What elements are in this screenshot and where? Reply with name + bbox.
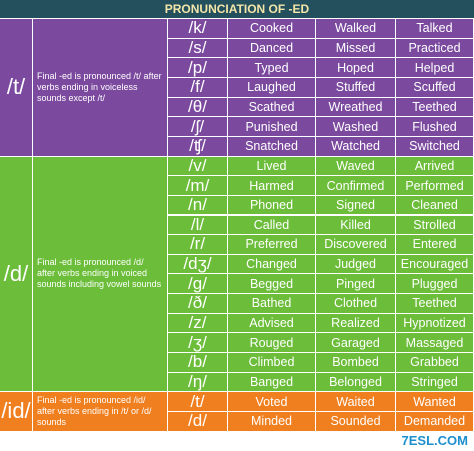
example-verb: Scathed xyxy=(228,97,316,118)
example-verb: Bombed xyxy=(316,353,396,373)
example-verb: Wanted xyxy=(396,392,474,412)
example-verb: Waved xyxy=(316,156,396,177)
example-verb: Flushed xyxy=(396,117,474,137)
sound-symbol: /l/ xyxy=(168,215,228,236)
sound-symbol: /ð/ xyxy=(168,294,228,314)
logo: 7ESL.COM xyxy=(401,433,468,448)
example-verb: Rouged xyxy=(228,333,316,354)
example-verb: Judged xyxy=(316,254,396,275)
sound-symbol: /f/ xyxy=(168,77,228,98)
example-verb: Realized xyxy=(316,313,396,334)
example-verb: Waited xyxy=(316,392,396,412)
example-verb: Massaged xyxy=(396,333,474,354)
example-verb: Confirmed xyxy=(316,176,396,196)
example-verb: Changed xyxy=(228,254,316,275)
example-verb: Plugged xyxy=(396,274,474,295)
example-verb: Climbed xyxy=(228,353,316,373)
example-verb: Belonged xyxy=(316,372,396,393)
sound-symbol: /ʃ/ xyxy=(168,117,228,137)
sound-symbol: /b/ xyxy=(168,353,228,373)
example-verb: Walked xyxy=(316,19,396,39)
example-verb: Pinged xyxy=(316,274,396,295)
sound-symbol: /v/ xyxy=(168,156,228,177)
example-verb: Teethed xyxy=(396,97,474,118)
example-verb: Laughed xyxy=(228,77,316,98)
example-verb: Snatched xyxy=(228,136,316,157)
sound-symbol: /t/ xyxy=(168,392,228,412)
example-verb: Washed xyxy=(316,117,396,137)
example-verb: Minded xyxy=(228,412,316,432)
example-verb: Stuffed xyxy=(316,77,396,98)
example-verb: Voted xyxy=(228,392,316,412)
sound-symbol: /ʒ/ xyxy=(168,333,228,354)
example-verb: Punished xyxy=(228,117,316,137)
example-verb: Begged xyxy=(228,274,316,295)
example-verb: Sounded xyxy=(316,412,396,432)
example-verb: Helped xyxy=(396,58,474,78)
section-description: Final -ed is pronounced /id/ after verbs… xyxy=(33,392,168,432)
header-title: PRONUNCIATION OF -ED xyxy=(0,0,474,19)
sound-symbol: /p/ xyxy=(168,58,228,78)
sound-symbol: /θ/ xyxy=(168,97,228,118)
example-verb: Cleaned xyxy=(396,195,474,216)
example-verb: Cooked xyxy=(228,19,316,39)
example-verb: Watched xyxy=(316,136,396,157)
example-verb: Teethed xyxy=(396,294,474,314)
sound-symbol: /r/ xyxy=(168,235,228,255)
example-verb: Practiced xyxy=(396,38,474,59)
example-verb: Typed xyxy=(228,58,316,78)
example-verb: Hypnotized xyxy=(396,313,474,334)
example-verb: Banged xyxy=(228,372,316,393)
example-verb: Switched xyxy=(396,136,474,157)
example-verb: Scuffed xyxy=(396,77,474,98)
section-description: Final -ed is pronounced /t/ after verbs … xyxy=(33,19,168,157)
example-verb: Strolled xyxy=(396,215,474,236)
sound-symbol: /dʒ/ xyxy=(168,254,228,275)
example-verb: Discovered xyxy=(316,235,396,255)
sound-symbol: /n/ xyxy=(168,195,228,216)
section-description: Final -ed is pronounced /d/ after verbs … xyxy=(33,156,168,393)
example-verb: Missed xyxy=(316,38,396,59)
example-verb: Called xyxy=(228,215,316,236)
example-verb: Wreathed xyxy=(316,97,396,118)
example-verb: Grabbed xyxy=(396,353,474,373)
example-verb: Encouraged xyxy=(396,254,474,275)
example-verb: Killed xyxy=(316,215,396,236)
example-verb: Signed xyxy=(316,195,396,216)
example-verb: Performed xyxy=(396,176,474,196)
sound-symbol: /m/ xyxy=(168,176,228,196)
example-verb: Clothed xyxy=(316,294,396,314)
example-verb: Advised xyxy=(228,313,316,334)
example-verb: Bathed xyxy=(228,294,316,314)
sound-symbol: /k/ xyxy=(168,19,228,39)
example-verb: Talked xyxy=(396,19,474,39)
section-symbol: /t/ xyxy=(0,19,33,157)
sound-symbol: /ŋ/ xyxy=(168,372,228,393)
example-verb: Lived xyxy=(228,156,316,177)
example-verb: Stringed xyxy=(396,372,474,393)
sound-symbol: /s/ xyxy=(168,38,228,59)
sound-symbol: /ʧ/ xyxy=(168,136,228,157)
example-verb: Arrived xyxy=(396,156,474,177)
sound-symbol: /z/ xyxy=(168,313,228,334)
sound-symbol: /d/ xyxy=(168,412,228,432)
example-verb: Demanded xyxy=(396,412,474,432)
example-verb: Hoped xyxy=(316,58,396,78)
example-verb: Danced xyxy=(228,38,316,59)
example-verb: Entered xyxy=(396,235,474,255)
section-symbol: /id/ xyxy=(0,392,33,432)
example-verb: Garaged xyxy=(316,333,396,354)
example-verb: Phoned xyxy=(228,195,316,216)
sound-symbol: /g/ xyxy=(168,274,228,295)
example-verb: Preferred xyxy=(228,235,316,255)
section-symbol: /d/ xyxy=(0,156,33,393)
example-verb: Harmed xyxy=(228,176,316,196)
